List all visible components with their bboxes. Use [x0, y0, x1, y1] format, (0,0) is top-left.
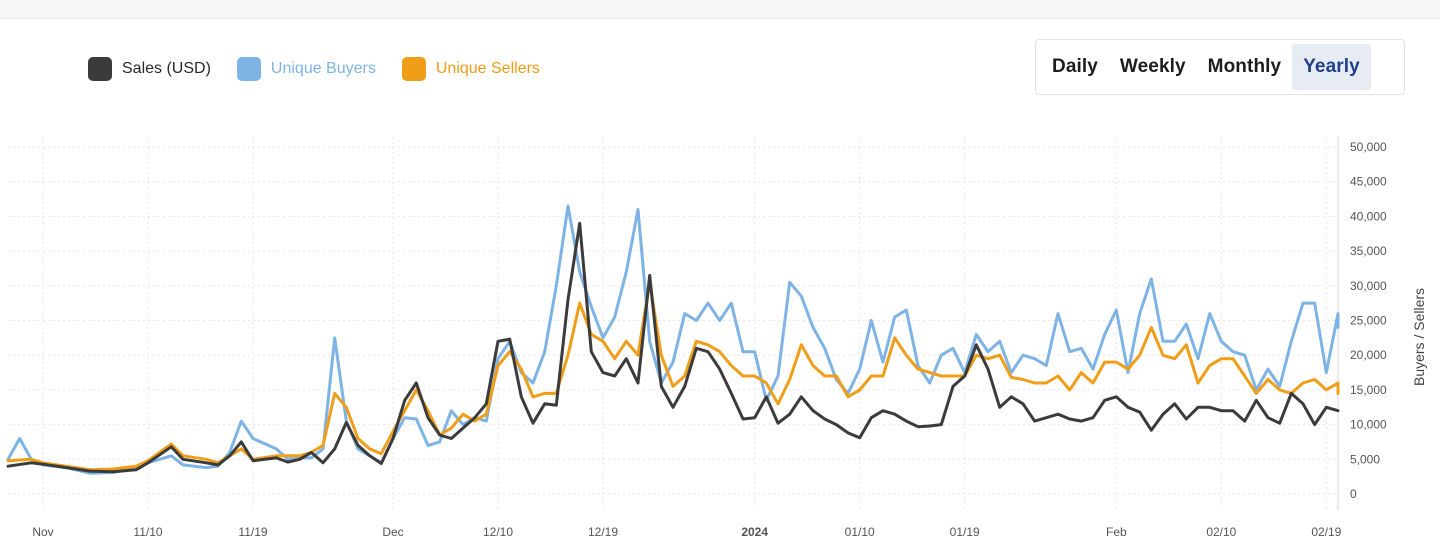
y-tick-label: 15,000 — [1350, 383, 1387, 397]
y-tick-label: 45,000 — [1350, 175, 1387, 189]
legend-swatch-sellers — [401, 57, 426, 81]
y-tick-label: 40,000 — [1350, 209, 1387, 223]
y-tick-label: 0 — [1350, 487, 1357, 501]
y-tick-label: 5,000 — [1350, 452, 1380, 466]
x-tick-label: 2024 — [741, 525, 768, 539]
y-tick-label: 20,000 — [1350, 348, 1387, 362]
x-tick-label: Feb — [1106, 525, 1127, 539]
y-tick-label: 30,000 — [1350, 279, 1387, 293]
y-tick-label: 35,000 — [1350, 244, 1387, 258]
legend-label-buyers: Unique Buyers — [270, 60, 376, 77]
grid-layer — [8, 137, 1339, 510]
chart-legend: Sales (USD) Unique Buyers Unique Sellers — [88, 56, 540, 82]
toggle-yearly[interactable]: Yearly — [1292, 44, 1371, 90]
ticks-layer: 0 5,000 10,000 15,000 20,000 25,000 30,000 35,0… — [32, 140, 1387, 539]
legend-label-sellers: Unique Sellers — [435, 60, 540, 77]
x-tick-label: Dec — [382, 525, 403, 539]
x-tick-label: 12/10 — [483, 525, 513, 539]
top-strip — [0, 0, 1440, 19]
legend-label-sales: Sales (USD) — [122, 60, 211, 77]
series-line-sellers — [6, 280, 1340, 472]
period-toggle: Daily Weekly Monthly Yearly — [1035, 39, 1405, 95]
toggle-daily[interactable]: Daily — [1052, 56, 1098, 77]
series-line-sales — [6, 221, 1340, 474]
x-tick-label: 02/10 — [1206, 525, 1236, 539]
series-line-buyers — [6, 204, 1340, 475]
legend-item-buyers[interactable]: Unique Buyers — [236, 57, 376, 81]
toggle-monthly[interactable]: Monthly — [1207, 56, 1282, 77]
x-tick-label: Nov — [32, 525, 53, 539]
y-tick-label: 10,000 — [1350, 418, 1387, 432]
x-tick-label: 02/19 — [1311, 525, 1341, 539]
y-axis-title: Buyers / Sellers — [1411, 288, 1427, 386]
legend-swatch-sales — [88, 57, 112, 81]
x-tick-label: 01/19 — [950, 525, 980, 539]
y-tick-label: 25,000 — [1350, 314, 1387, 328]
toggle-weekly[interactable]: Weekly — [1119, 56, 1186, 77]
legend-item-sellers[interactable]: Unique Sellers — [401, 57, 540, 81]
x-tick-label: 11/19 — [238, 525, 267, 539]
x-tick-label: 11/10 — [133, 525, 162, 539]
x-tick-label: 01/10 — [845, 525, 875, 539]
x-tick-label: 12/19 — [588, 525, 618, 539]
legend-item-sales[interactable]: Sales (USD) — [88, 57, 211, 81]
y-tick-label: 50,000 — [1350, 140, 1387, 154]
lines-layer — [6, 204, 1340, 475]
legend-swatch-buyers — [236, 57, 261, 81]
